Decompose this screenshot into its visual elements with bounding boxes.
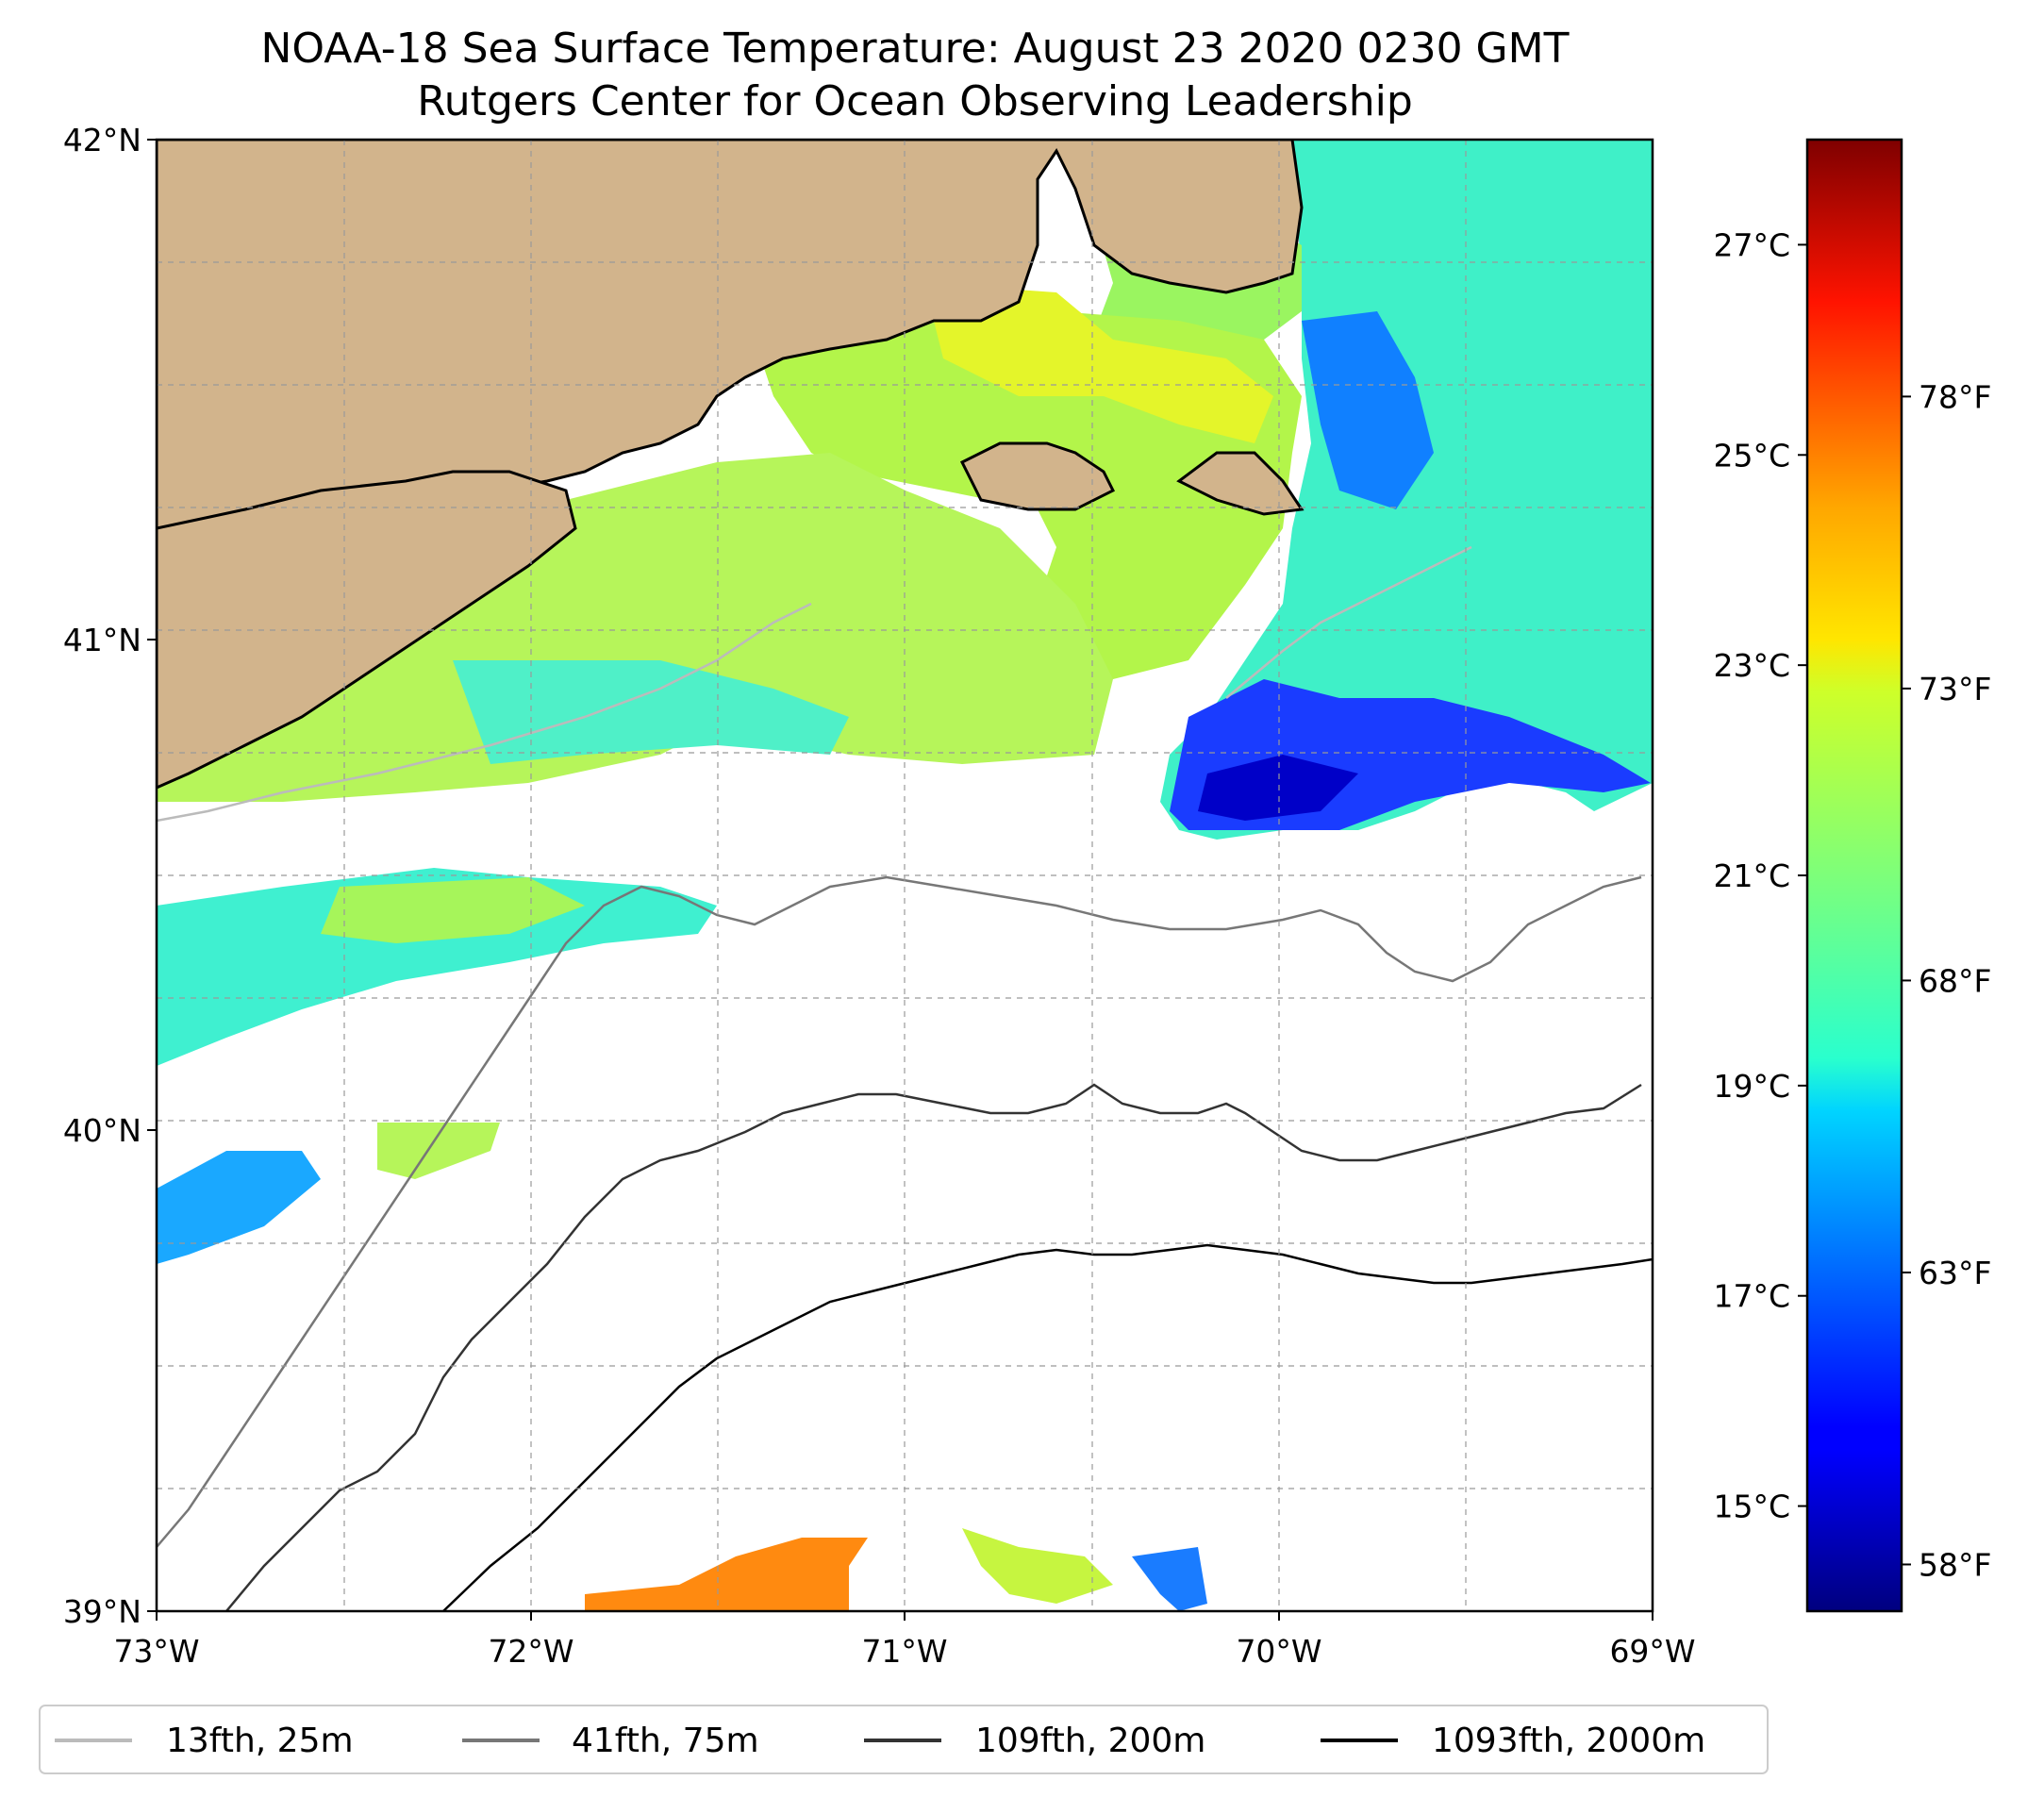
colorbar-fahrenheit-tick-label: 58°F [1919, 1546, 1991, 1583]
contour-legend: 13fth, 25m 41fth, 75m 109fth, 200m 1093f… [40, 1705, 1768, 1773]
colorbar-celsius-tick-label: 25°C [1713, 437, 1790, 474]
lat-label-39n: 39°N [63, 1593, 141, 1630]
map-title-line2: Rutgers Center for Ocean Observing Leade… [417, 77, 1413, 125]
colorbar-fahrenheit-ticks: 58°F 63°F 68°F 73°F 78°F [1902, 378, 1991, 1583]
lat-label-42n: 42°N [63, 122, 141, 158]
colorbar-gradient [1807, 140, 1902, 1611]
lon-label-70w: 70°W [1236, 1633, 1321, 1670]
colorbar-celsius-tick-label: 19°C [1713, 1068, 1790, 1105]
lon-label-71w: 71°W [861, 1633, 947, 1670]
sst-map-figure: NOAA-18 Sea Surface Temperature: August … [0, 0, 2044, 1797]
legend-label-2000m: 1093fth, 2000m [1432, 1722, 1705, 1760]
map-title-line1: NOAA-18 Sea Surface Temperature: August … [261, 25, 1570, 73]
lat-axis [147, 140, 157, 1611]
lon-label-69w: 69°W [1609, 1633, 1695, 1670]
colorbar-celsius-tick-label: 23°C [1713, 647, 1790, 684]
colorbar-fahrenheit-tick-label: 73°F [1919, 671, 1991, 707]
lat-label-40n: 40°N [63, 1112, 141, 1149]
lon-label-73w: 73°W [113, 1633, 199, 1670]
colorbar-fahrenheit-tick-label: 78°F [1919, 378, 1991, 415]
colorbar-fahrenheit-tick-label: 63°F [1919, 1255, 1991, 1291]
colorbar-celsius-tick-label: 15°C [1713, 1489, 1790, 1525]
lon-axis [157, 1611, 1653, 1621]
lon-label-72w: 72°W [488, 1633, 573, 1670]
lat-label-41n: 41°N [63, 622, 141, 658]
map-area [157, 140, 1653, 1611]
colorbar: 15°C 17°C 19°C 21°C 23°C 25°C 27°C 58°F 63°F 68°… [1713, 140, 1991, 1611]
colorbar-celsius-tick-label: 17°C [1713, 1278, 1790, 1315]
colorbar-celsius-tick-label: 27°C [1713, 226, 1790, 263]
colorbar-celsius-ticks: 15°C 17°C 19°C 21°C 23°C 25°C 27°C [1713, 226, 1807, 1524]
legend-label-75m: 41fth, 75m [572, 1722, 759, 1760]
legend-label-25m: 13fth, 25m [166, 1722, 354, 1760]
colorbar-celsius-tick-label: 21°C [1713, 857, 1790, 894]
colorbar-fahrenheit-tick-label: 68°F [1919, 962, 1991, 999]
legend-label-200m: 109fth, 200m [975, 1722, 1205, 1760]
